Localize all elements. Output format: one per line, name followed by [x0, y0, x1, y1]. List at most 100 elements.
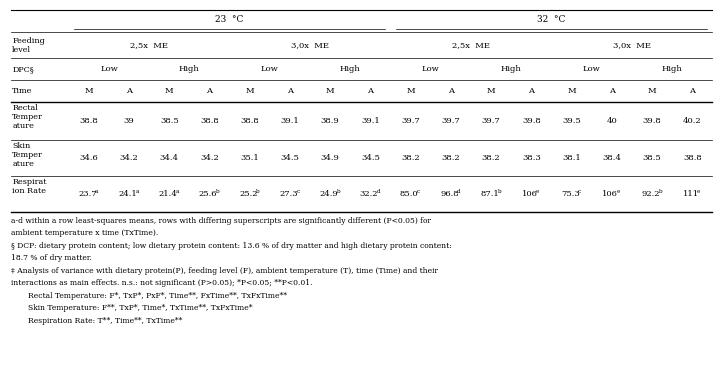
Text: 38.2: 38.2 [482, 154, 500, 162]
Text: 24.9: 24.9 [319, 190, 338, 198]
Text: c: c [578, 189, 581, 194]
Text: d: d [457, 189, 461, 194]
Text: 32  °C: 32 °C [537, 15, 566, 24]
Text: 38.8: 38.8 [683, 154, 702, 162]
Text: 92.2: 92.2 [642, 190, 660, 198]
Text: 21.4: 21.4 [159, 190, 177, 198]
Text: 39.5: 39.5 [562, 117, 581, 125]
Text: a-d within a row least-squares means, rows with differing superscripts are signi: a-d within a row least-squares means, ro… [11, 217, 430, 224]
Text: 39: 39 [124, 117, 134, 125]
Text: Respirat
ion Rate: Respirat ion Rate [12, 178, 47, 195]
Text: M: M [245, 87, 254, 95]
Text: Time: Time [12, 87, 32, 95]
Text: b: b [256, 189, 260, 194]
Text: M: M [84, 87, 93, 95]
Text: 18.7 % of dry matter.: 18.7 % of dry matter. [11, 254, 92, 262]
Text: c: c [417, 189, 420, 194]
Text: e: e [697, 189, 700, 194]
Text: M: M [487, 87, 495, 95]
Text: 38.3: 38.3 [522, 154, 541, 162]
Text: High: High [662, 65, 683, 73]
Text: 38.2: 38.2 [402, 154, 420, 162]
Text: 3,0x  ME: 3,0x ME [291, 41, 329, 49]
Text: 39.1: 39.1 [361, 117, 380, 125]
Text: 38.8: 38.8 [79, 117, 98, 125]
Text: § DCP: dietary protein content; low dietary protein content: 13.6 % of dry matte: § DCP: dietary protein content; low diet… [11, 241, 451, 250]
Text: Rectal Temperature: F*, TxP*, PxF*, Time**, FxTime**, TxFxTime**: Rectal Temperature: F*, TxP*, PxF*, Time… [28, 292, 288, 300]
Text: a: a [136, 189, 139, 194]
Text: High: High [179, 65, 200, 73]
Text: ambient temperature x time (TxTime).: ambient temperature x time (TxTime). [11, 229, 158, 237]
Text: 87.1: 87.1 [480, 190, 499, 198]
Text: 40.2: 40.2 [683, 117, 702, 125]
Text: interactions as main effects. n.s.: not significant (P>0.05); *P<0.05; **P<0.01.: interactions as main effects. n.s.: not … [11, 279, 312, 287]
Text: 39.7: 39.7 [402, 117, 420, 125]
Text: A: A [368, 87, 373, 95]
Text: 38.4: 38.4 [602, 154, 622, 162]
Text: 23.7: 23.7 [78, 190, 97, 198]
Text: ‡ Analysis of variance with dietary protein(P), feeding level (F), ambient tempe: ‡ Analysis of variance with dietary prot… [11, 267, 438, 275]
Text: High: High [501, 65, 521, 73]
Text: 24.1: 24.1 [118, 190, 137, 198]
Text: A: A [609, 87, 615, 95]
Text: M: M [567, 87, 576, 95]
Text: 34.4: 34.4 [160, 154, 179, 162]
Text: 34.2: 34.2 [120, 154, 138, 162]
Text: c: c [296, 189, 299, 194]
Text: 40: 40 [606, 117, 617, 125]
Text: 23  °C: 23 °C [216, 15, 244, 24]
Text: M: M [165, 87, 174, 95]
Text: 106: 106 [603, 190, 619, 198]
Text: Low: Low [583, 65, 601, 73]
Text: 2,5x  ME: 2,5x ME [131, 41, 168, 49]
Text: 39.1: 39.1 [280, 117, 299, 125]
Text: b: b [337, 189, 340, 194]
Text: 106: 106 [522, 190, 538, 198]
Text: Low: Low [100, 65, 118, 73]
Text: DPC§: DPC§ [12, 65, 34, 73]
Text: e: e [616, 189, 620, 194]
Text: 35.1: 35.1 [240, 154, 259, 162]
Text: Skin
Temper
ature: Skin Temper ature [12, 142, 43, 168]
Text: b: b [658, 189, 662, 194]
Text: A: A [689, 87, 695, 95]
Text: 38.5: 38.5 [642, 154, 661, 162]
Text: e: e [536, 189, 539, 194]
Text: 39.7: 39.7 [482, 117, 500, 125]
Text: M: M [407, 87, 415, 95]
Text: M: M [647, 87, 656, 95]
Text: A: A [448, 87, 454, 95]
Text: Respiration Rate: T**, Time**, TxTime**: Respiration Rate: T**, Time**, TxTime** [28, 317, 183, 325]
Text: 25.2: 25.2 [239, 190, 257, 198]
Text: A: A [528, 87, 534, 95]
Text: 27.3: 27.3 [279, 190, 298, 198]
Text: 2,5x  ME: 2,5x ME [452, 41, 490, 49]
Text: 34.9: 34.9 [321, 154, 340, 162]
Text: 34.5: 34.5 [361, 154, 380, 162]
Text: 32.2: 32.2 [360, 190, 379, 198]
Text: d: d [377, 189, 381, 194]
Text: A: A [126, 87, 132, 95]
Text: 38.1: 38.1 [562, 154, 581, 162]
Text: 39.7: 39.7 [441, 117, 460, 125]
Text: M: M [326, 87, 335, 95]
Text: 38.8: 38.8 [240, 117, 259, 125]
Text: b: b [216, 189, 219, 194]
Text: 38.9: 38.9 [321, 117, 340, 125]
Text: 25.6: 25.6 [199, 190, 217, 198]
Text: Feeding
level: Feeding level [12, 37, 45, 54]
Text: 38.2: 38.2 [441, 154, 460, 162]
Text: A: A [287, 87, 293, 95]
Text: Low: Low [422, 65, 440, 73]
Text: 39.8: 39.8 [522, 117, 541, 125]
Text: 85.0: 85.0 [400, 190, 419, 198]
Text: A: A [206, 87, 213, 95]
Text: High: High [340, 65, 360, 73]
Text: a: a [95, 189, 99, 194]
Text: 34.2: 34.2 [200, 154, 219, 162]
Text: 3,0x  ME: 3,0x ME [613, 41, 651, 49]
Text: 39.8: 39.8 [642, 117, 661, 125]
Text: 75.3: 75.3 [561, 190, 580, 198]
Text: 38.8: 38.8 [200, 117, 219, 125]
Text: Skin Temperature: F**, TxP*, Time*, TxTime**, TxFxTime*: Skin Temperature: F**, TxP*, Time*, TxTi… [28, 304, 253, 312]
